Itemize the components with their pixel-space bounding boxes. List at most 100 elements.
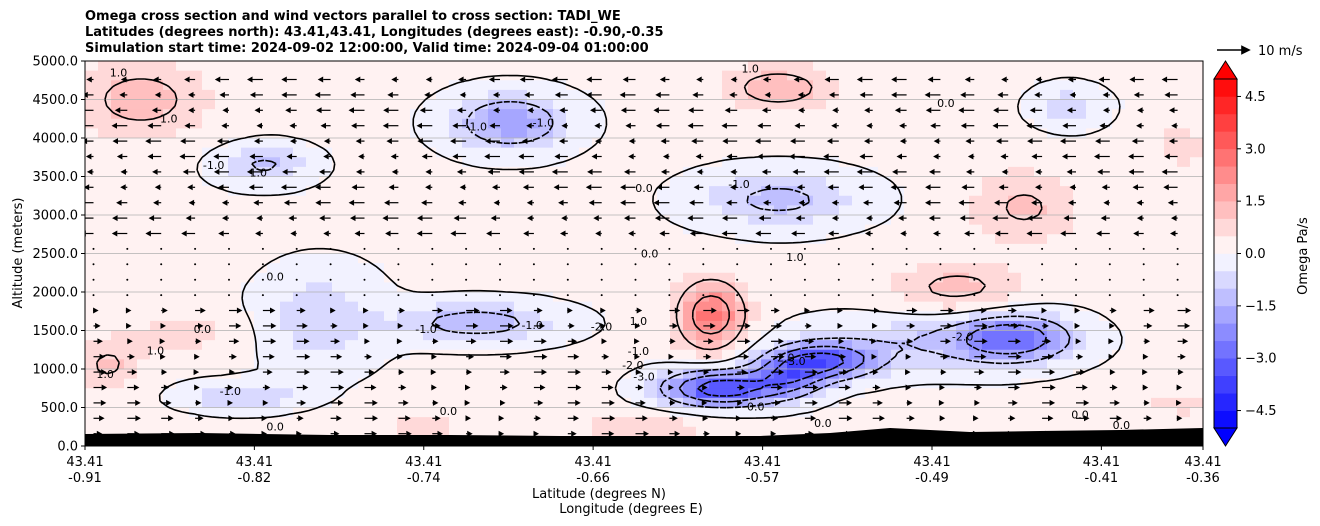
omega-fill-cell: [1151, 320, 1165, 332]
omega-fill-cell: [579, 426, 593, 437]
wind-vector-head: [900, 230, 906, 237]
omega-fill-cell: [917, 157, 931, 168]
omega-fill-cell: [891, 282, 905, 293]
omega-fill-cell: [215, 99, 229, 110]
omega-fill-cell: [774, 272, 788, 283]
wind-vector-head: [315, 184, 321, 191]
wind-vector-head: [729, 91, 735, 98]
omega-fill-cell: [254, 359, 268, 370]
wind-vector: [499, 294, 501, 297]
omega-fill-cell: [1177, 99, 1191, 110]
omega-fill-cell: [540, 340, 554, 351]
wind-vector-head: [356, 168, 362, 175]
omega-fill-cell: [683, 109, 697, 120]
wind-vector-head: [319, 168, 325, 175]
omega-fill-cell: [618, 340, 632, 351]
wind-vector-head: [120, 184, 126, 191]
omega-fill-cell: [1073, 80, 1087, 91]
wind-vector-head: [1066, 168, 1073, 175]
omega-fill-cell: [124, 215, 138, 226]
omega-fill-cell: [436, 89, 450, 101]
omega-fill-cell: [1060, 234, 1074, 245]
omega-fill-cell: [163, 80, 177, 91]
omega-fill-cell: [865, 320, 879, 332]
omega-fill-cell: [1151, 61, 1165, 72]
omega-fill-cell: [306, 80, 320, 91]
omega-fill-cell: [410, 224, 424, 235]
omega-fill-cell: [514, 349, 528, 360]
omega-fill-cell: [514, 118, 528, 129]
wind-vector-head: [893, 199, 900, 206]
omega-fill-cell: [930, 311, 944, 322]
wind-vector-head: [218, 184, 224, 191]
omega-fill-cell: [969, 263, 983, 274]
omega-fill-cell: [1112, 340, 1126, 351]
omega-fill-cell: [267, 349, 281, 360]
wind-vector-head: [958, 199, 964, 206]
omega-fill-cell: [787, 205, 801, 216]
omega-fill-cell: [644, 166, 658, 178]
omega-fill-cell: [202, 292, 216, 303]
omega-fill-cell: [1190, 215, 1203, 226]
omega-fill-cell: [683, 89, 697, 101]
omega-fill-cell: [930, 282, 944, 293]
omega-fill-cell: [1060, 80, 1074, 91]
wind-vector-head: [1103, 107, 1109, 114]
omega-fill-cell: [410, 263, 424, 274]
omega-fill-cell: [423, 359, 437, 370]
omega-fill-cell: [332, 61, 346, 72]
omega-fill-cell: [956, 70, 970, 81]
omega-fill-cell: [1112, 378, 1126, 389]
omega-fill-cell: [397, 272, 411, 283]
omega-fill-cell: [878, 243, 892, 255]
omega-fill-cell: [774, 330, 788, 341]
omega-fill-cell: [995, 253, 1009, 264]
wind-vector-head: [450, 138, 456, 145]
omega-fill-cell: [553, 215, 567, 226]
omega-fill-cell: [436, 186, 450, 197]
omega-fill-cell: [384, 253, 398, 264]
omega-fill-cell: [332, 311, 346, 322]
omega-fill-cell: [748, 282, 762, 293]
omega-fill-cell: [995, 205, 1009, 216]
omega-fill-cell: [293, 301, 307, 312]
omega-fill-cell: [449, 407, 463, 418]
omega-fill-cell: [553, 292, 567, 303]
omega-fill-cell: [267, 99, 281, 110]
omega-fill-cell: [293, 340, 307, 351]
omega-fill-cell: [839, 109, 853, 120]
wind-vector-head: [1163, 184, 1169, 191]
omega-fill-cell: [1177, 272, 1191, 283]
omega-fill-cell: [1060, 99, 1074, 110]
wind-vector-head: [184, 76, 190, 83]
omega-fill-cell: [1177, 282, 1191, 293]
omega-fill-cell: [124, 263, 138, 274]
omega-fill-cell: [488, 282, 502, 293]
omega-fill-cell: [1047, 61, 1061, 72]
omega-fill-cell: [475, 330, 489, 341]
omega-fill-cell: [241, 70, 255, 81]
omega-fill-cell: [1151, 311, 1165, 322]
wind-vector-head: [323, 138, 330, 145]
omega-fill-cell: [527, 205, 541, 216]
omega-fill-cell: [852, 330, 866, 341]
omega-fill-cell: [527, 282, 541, 293]
omega-fill-cell: [150, 234, 164, 245]
omega-fill-cell: [605, 243, 619, 255]
omega-fill-cell: [1125, 301, 1139, 312]
omega-fill-cell: [267, 70, 281, 81]
omega-fill-cell: [683, 263, 697, 274]
omega-fill-cell: [1190, 224, 1203, 235]
omega-fill-cell: [384, 426, 398, 437]
omega-fill-cell: [332, 272, 346, 283]
omega-fill-cell: [267, 166, 281, 178]
omega-fill-cell: [891, 128, 905, 139]
wind-vector-head: [214, 76, 221, 83]
omega-fill-cell: [449, 138, 463, 149]
omega-fill-cell: [384, 397, 398, 409]
wind-vector-head: [302, 384, 309, 391]
omega-fill-cell: [722, 320, 736, 332]
omega-fill-cell: [709, 378, 723, 389]
omega-fill-cell: [592, 417, 606, 428]
omega-fill-cell: [371, 176, 385, 187]
